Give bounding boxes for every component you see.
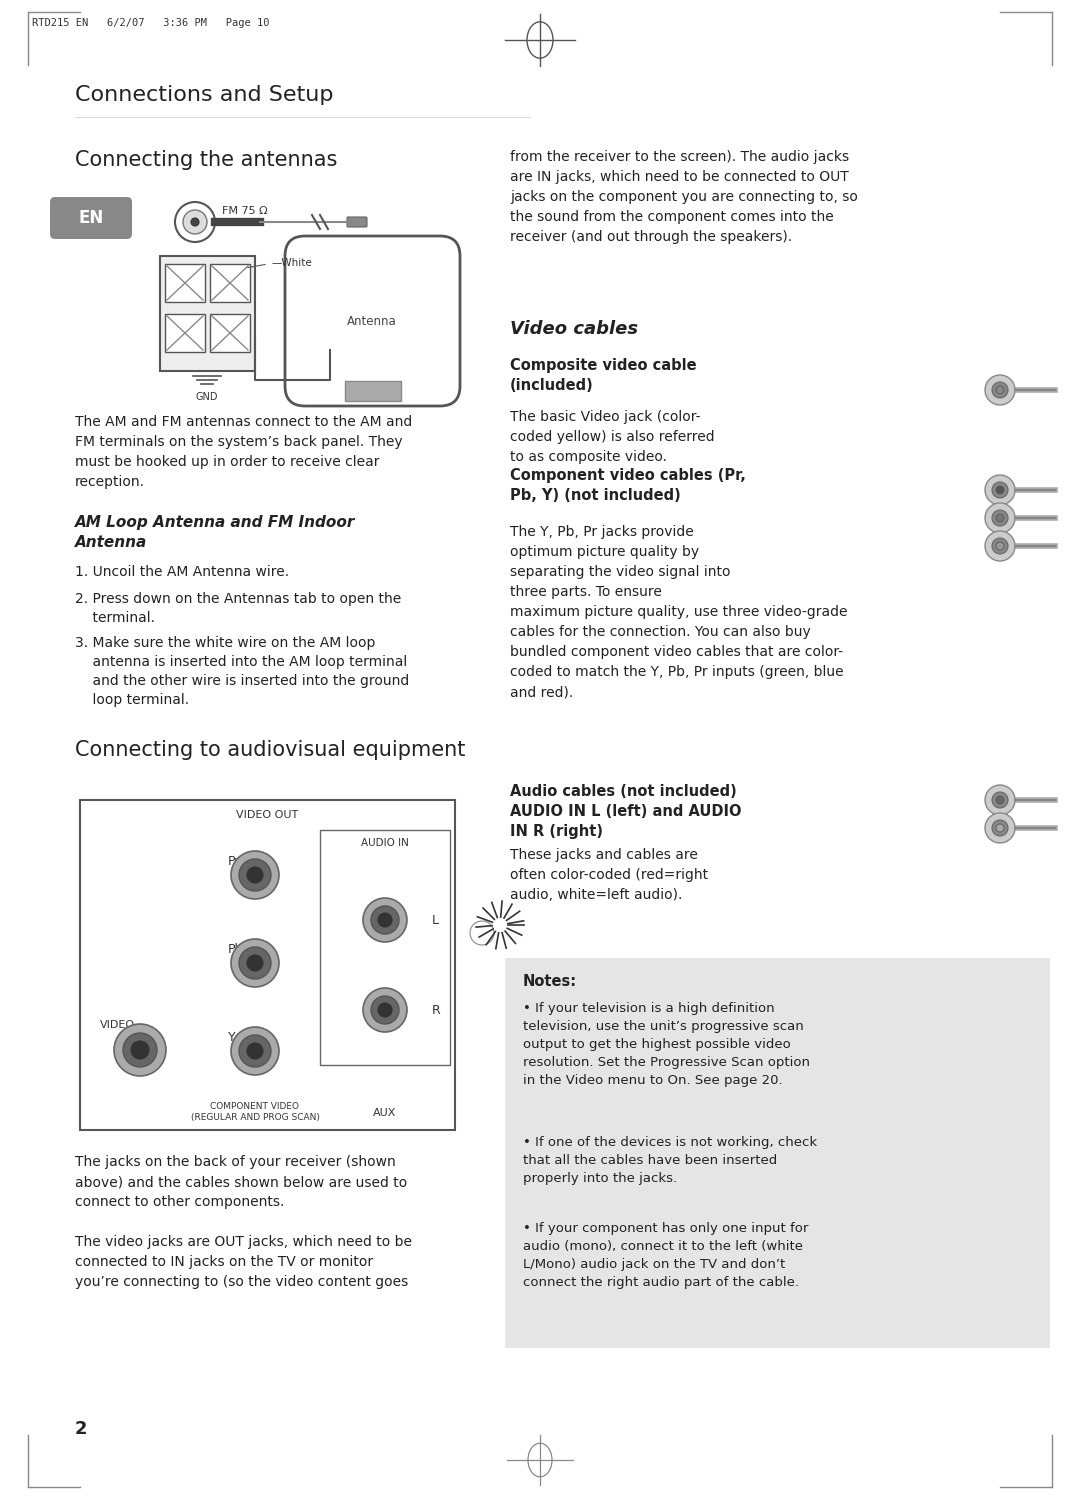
Text: AUDIO IN: AUDIO IN (361, 838, 409, 848)
Circle shape (378, 913, 392, 926)
Text: VIDEO OUT: VIDEO OUT (235, 809, 298, 820)
FancyBboxPatch shape (505, 958, 1050, 1348)
Text: RTD215 EN   6/2/07   3:36 PM   Page 10: RTD215 EN 6/2/07 3:36 PM Page 10 (32, 18, 270, 28)
Text: • If one of the devices is not working, check
that all the cables have been inse: • If one of the devices is not working, … (523, 1136, 818, 1186)
Circle shape (996, 796, 1004, 803)
Circle shape (363, 988, 407, 1031)
Circle shape (985, 475, 1015, 505)
Circle shape (993, 483, 1008, 498)
Circle shape (985, 531, 1015, 561)
Circle shape (131, 1040, 149, 1058)
Text: 1. Uncoil the AM Antenna wire.: 1. Uncoil the AM Antenna wire. (75, 565, 289, 579)
Text: Audio cables (not included)
AUDIO IN L (left) and AUDIO
IN R (right): Audio cables (not included) AUDIO IN L (… (510, 784, 742, 838)
Text: COMPONENT VIDEO
(REGULAR AND PROG SCAN): COMPONENT VIDEO (REGULAR AND PROG SCAN) (190, 1102, 320, 1123)
Circle shape (363, 898, 407, 941)
Circle shape (985, 375, 1015, 405)
Text: Composite video cable
(included): Composite video cable (included) (510, 358, 697, 393)
Text: —White: —White (272, 258, 313, 268)
Circle shape (231, 938, 279, 986)
Circle shape (993, 820, 1008, 836)
Circle shape (247, 955, 264, 971)
Text: EN: EN (79, 208, 104, 226)
Text: • If your television is a high definition
television, use the unit’s progressive: • If your television is a high definitio… (523, 1001, 810, 1087)
Text: 2: 2 (75, 1420, 87, 1438)
Circle shape (372, 905, 399, 934)
Circle shape (996, 486, 1004, 495)
Text: Y: Y (228, 1031, 235, 1043)
Text: GND: GND (195, 393, 218, 402)
Text: The Y, Pb, Pr jacks provide
optimum picture quality by
separating the video sign: The Y, Pb, Pr jacks provide optimum pict… (510, 525, 848, 700)
Circle shape (993, 538, 1008, 555)
FancyBboxPatch shape (160, 256, 255, 370)
Text: FM 75 Ω: FM 75 Ω (222, 205, 268, 216)
Circle shape (470, 920, 494, 944)
Text: Connections and Setup: Connections and Setup (75, 85, 334, 105)
Circle shape (239, 1034, 271, 1067)
Circle shape (191, 217, 199, 226)
FancyBboxPatch shape (320, 830, 450, 1064)
Text: Connecting to audiovisual equipment: Connecting to audiovisual equipment (75, 741, 465, 760)
Text: Connecting the antennas: Connecting the antennas (75, 150, 337, 169)
Circle shape (993, 510, 1008, 526)
Circle shape (993, 791, 1008, 808)
Text: The basic Video jack (color-
coded yellow) is also referred
to as composite vide: The basic Video jack (color- coded yello… (510, 411, 715, 465)
Text: from the receiver to the screen). The audio jacks
are IN jacks, which need to be: from the receiver to the screen). The au… (510, 150, 858, 244)
Text: Pb: Pb (228, 943, 243, 956)
Circle shape (985, 504, 1015, 534)
Text: VIDEO: VIDEO (100, 1019, 135, 1030)
Text: Notes:: Notes: (523, 974, 577, 989)
Text: These jacks and cables are
often color-coded (red=right
audio, white=left audio): These jacks and cables are often color-c… (510, 848, 708, 902)
FancyBboxPatch shape (345, 381, 401, 402)
Circle shape (985, 785, 1015, 815)
Circle shape (378, 1003, 392, 1016)
Text: The jacks on the back of your receiver (shown
above) and the cables shown below : The jacks on the back of your receiver (… (75, 1156, 407, 1210)
Text: Antenna: Antenna (347, 315, 396, 327)
Circle shape (247, 866, 264, 883)
Circle shape (123, 1033, 157, 1067)
Text: 3. Make sure the white wire on the AM loop
    antenna is inserted into the AM l: 3. Make sure the white wire on the AM lo… (75, 636, 409, 708)
Text: L: L (432, 913, 438, 926)
Circle shape (996, 543, 1004, 550)
FancyBboxPatch shape (165, 313, 205, 352)
Circle shape (239, 859, 271, 890)
FancyBboxPatch shape (210, 313, 249, 352)
Text: • If your component has only one input for
audio (mono), connect it to the left : • If your component has only one input f… (523, 1222, 808, 1289)
FancyBboxPatch shape (210, 264, 249, 301)
Text: 2. Press down on the Antennas tab to open the
    terminal.: 2. Press down on the Antennas tab to ope… (75, 592, 402, 625)
Circle shape (996, 514, 1004, 522)
Circle shape (175, 202, 215, 241)
Circle shape (231, 1027, 279, 1075)
Circle shape (372, 995, 399, 1024)
Circle shape (231, 851, 279, 899)
Circle shape (996, 824, 1004, 832)
Text: Component video cables (Pr,
Pb, Y) (not included): Component video cables (Pr, Pb, Y) (not … (510, 468, 746, 502)
Circle shape (183, 210, 207, 234)
FancyBboxPatch shape (347, 217, 367, 226)
Text: Pr: Pr (228, 854, 241, 868)
Text: The AM and FM antennas connect to the AM and
FM terminals on the system’s back p: The AM and FM antennas connect to the AM… (75, 415, 413, 489)
Circle shape (996, 387, 1004, 394)
Circle shape (993, 382, 1008, 399)
FancyBboxPatch shape (80, 800, 455, 1130)
Circle shape (247, 1043, 264, 1058)
Text: R: R (432, 1003, 441, 1016)
Circle shape (114, 1024, 166, 1076)
Text: AM Loop Antenna and FM Indoor
Antenna: AM Loop Antenna and FM Indoor Antenna (75, 516, 355, 550)
FancyBboxPatch shape (50, 196, 132, 238)
Text: AUX: AUX (374, 1108, 396, 1118)
Text: The video jacks are OUT jacks, which need to be
connected to IN jacks on the TV : The video jacks are OUT jacks, which nee… (75, 1235, 411, 1289)
Text: Video cables: Video cables (510, 319, 638, 337)
Circle shape (239, 947, 271, 979)
FancyBboxPatch shape (165, 264, 205, 301)
FancyBboxPatch shape (285, 235, 460, 406)
Circle shape (985, 812, 1015, 842)
